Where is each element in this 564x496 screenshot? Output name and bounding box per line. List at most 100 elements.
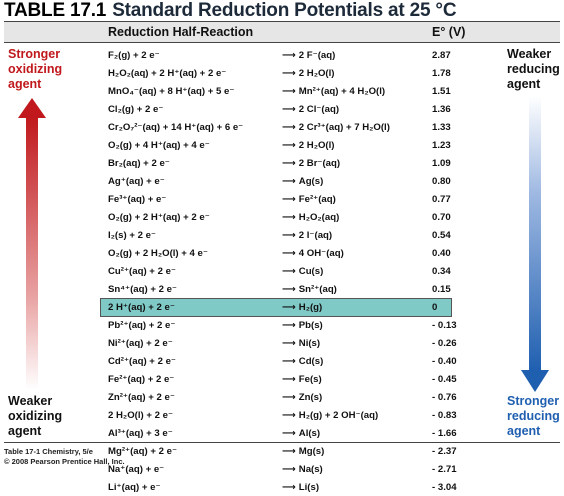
- products-text: 2 F⁻(aq): [298, 50, 336, 61]
- reaction-arrow-icon: ⟶: [282, 68, 296, 79]
- standard-potential: - 0.13: [432, 320, 457, 331]
- reaction-arrow-icon: ⟶: [282, 392, 296, 403]
- bottom-rule: [4, 442, 560, 443]
- half-reaction-products: ⟶ Ni(s): [282, 338, 320, 349]
- standard-potential: - 2.37: [432, 446, 457, 457]
- reaction-arrow-icon: ⟶: [282, 122, 296, 133]
- half-reaction-reactants: Li⁺(aq) + e⁻: [108, 482, 161, 493]
- standard-potential: 0.80: [432, 176, 451, 187]
- reaction-arrow-icon: ⟶: [282, 284, 296, 295]
- table-row: Mg²⁺(aq) + 2 e⁻ ⟶ Mg(s) - 2.37: [0, 443, 564, 460]
- standard-potential: 1.36: [432, 104, 451, 115]
- table-name: Standard Reduction Potentials at 25 °C: [112, 0, 457, 21]
- products-text: Ni(s): [298, 338, 321, 349]
- half-reaction-products: ⟶ 2 I⁻(aq): [282, 230, 332, 241]
- reaction-arrow-icon: ⟶: [282, 194, 296, 205]
- reaction-arrow-icon: ⟶: [282, 482, 296, 493]
- table-row: Al³⁺(aq) + 3 e⁻ ⟶ Al(s) - 1.66: [0, 425, 564, 442]
- reaction-arrow-icon: ⟶: [282, 446, 296, 457]
- reaction-arrow-icon: ⟶: [282, 338, 296, 349]
- products-text: Sn²⁺(aq): [298, 284, 337, 295]
- products-text: Fe²⁺(aq): [298, 194, 336, 205]
- products-text: 2 Cr³⁺(aq) + 7 H₂O(l): [298, 122, 390, 133]
- products-text: Fe(s): [298, 374, 322, 385]
- reaction-arrow-icon: ⟶: [282, 320, 296, 331]
- products-text: H₂(g): [298, 302, 323, 313]
- table-row: 2 H₂O(l) + 2 e⁻ ⟶ H₂(g) + 2 OH⁻(aq) - 0.83: [0, 407, 564, 424]
- half-reaction-products: ⟶ Pb(s): [282, 320, 323, 331]
- products-text: Mn²⁺(aq) + 4 H₂O(l): [298, 86, 386, 97]
- half-reaction-reactants: Sn⁴⁺(aq) + 2 e⁻: [108, 284, 177, 295]
- table-row: F₂(g) + 2 e⁻ ⟶ 2 F⁻(aq) 2.87: [0, 47, 564, 64]
- half-reaction-products: ⟶ Cu(s): [282, 266, 323, 277]
- standard-potential: 0.40: [432, 248, 451, 259]
- reaction-arrow-icon: ⟶: [282, 464, 296, 475]
- products-text: H₂(g) + 2 OH⁻(aq): [298, 410, 379, 421]
- standard-potential: - 0.76: [432, 392, 457, 403]
- half-reaction-products: ⟶ 2 F⁻(aq): [282, 50, 335, 61]
- half-reaction-reactants: Ni²⁺(aq) + 2 e⁻: [108, 338, 173, 349]
- half-reaction-products: ⟶ 2 Cr³⁺(aq) + 7 H₂O(l): [282, 122, 390, 133]
- reaction-arrow-icon: ⟶: [282, 158, 296, 169]
- reaction-arrow-icon: ⟶: [282, 230, 296, 241]
- table-row: I₂(s) + 2 e⁻ ⟶ 2 I⁻(aq) 0.54: [0, 227, 564, 244]
- standard-potential: - 0.83: [432, 410, 457, 421]
- weaker-oxidizing-label: Weaker oxidizing agent: [8, 394, 63, 438]
- table-row: O₂(g) + 4 H⁺(aq) + 4 e⁻ ⟶ 2 H₂O(l) 1.23: [0, 137, 564, 154]
- page-title: TABLE 17.1 Standard Reduction Potentials …: [4, 0, 457, 22]
- half-reaction-reactants: F₂(g) + 2 e⁻: [108, 50, 160, 61]
- table-row: Fe²⁺(aq) + 2 e⁻ ⟶ Fe(s) - 0.45: [0, 371, 564, 388]
- standard-potential: 1.51: [432, 86, 451, 97]
- half-reaction-reactants: Ag⁺(aq) + e⁻: [108, 176, 165, 187]
- standard-potential: 1.78: [432, 68, 451, 79]
- standard-potential: 1.33: [432, 122, 451, 133]
- products-text: 2 H₂O(l): [298, 140, 335, 151]
- half-reaction-reactants: 2 H⁺(aq) + 2 e⁻: [108, 302, 175, 313]
- half-reaction-products: ⟶ Zn(s): [282, 392, 322, 403]
- table-row: O₂(g) + 2 H⁺(aq) + 2 e⁻ ⟶ H₂O₂(aq) 0.70: [0, 209, 564, 226]
- half-reaction-reactants: Mg²⁺(aq) + 2 e⁻: [108, 446, 178, 457]
- hydrogen-reference-highlight: [100, 298, 452, 317]
- products-text: Li(s): [298, 482, 320, 493]
- half-reaction-reactants: Cu²⁺(aq) + 2 e⁻: [108, 266, 176, 277]
- half-reaction-reactants: Al³⁺(aq) + 3 e⁻: [108, 428, 173, 439]
- half-reaction-products: ⟶ Mg(s): [282, 446, 324, 457]
- table-row: Cl₂(g) + 2 e⁻ ⟶ 2 Cl⁻(aq) 1.36: [0, 101, 564, 118]
- standard-potential: 0.70: [432, 212, 451, 223]
- oxidizing-strength-arrow: [18, 98, 46, 390]
- half-reaction-products: ⟶ Fe(s): [282, 374, 322, 385]
- standard-potential: - 0.26: [432, 338, 457, 349]
- products-text: Pb(s): [298, 320, 323, 331]
- standard-potential: 0.34: [432, 266, 451, 277]
- products-text: Na(s): [298, 464, 323, 475]
- standard-potential: 2.87: [432, 50, 451, 61]
- products-text: Ag(s): [298, 176, 324, 187]
- half-reaction-products: ⟶ Li(s): [282, 482, 319, 493]
- products-text: 2 Br⁻(aq): [298, 158, 341, 169]
- products-text: Al(s): [298, 428, 321, 439]
- standard-potential: - 3.04: [432, 482, 457, 493]
- half-reaction-reactants: Fe²⁺(aq) + 2 e⁻: [108, 374, 175, 385]
- table-row: Sn⁴⁺(aq) + 2 e⁻ ⟶ Sn²⁺(aq) 0.15: [0, 281, 564, 298]
- half-reaction-reactants: H₂O₂(aq) + 2 H⁺(aq) + 2 e⁻: [108, 68, 227, 79]
- products-text: 2 Cl⁻(aq): [298, 104, 340, 115]
- stronger-oxidizing-label: Stronger oxidizing agent: [8, 47, 63, 91]
- table-row: 2 H⁺(aq) + 2 e⁻ ⟶ H₂(g) 0: [0, 299, 564, 316]
- half-reaction-products: ⟶ Fe²⁺(aq): [282, 194, 336, 205]
- half-reaction-reactants: O₂(g) + 2 H⁺(aq) + 2 e⁻: [108, 212, 210, 223]
- reaction-arrow-icon: ⟶: [282, 176, 296, 187]
- standard-potential: 0.77: [432, 194, 451, 205]
- table-row: Cr₂O₇²⁻(aq) + 14 H⁺(aq) + 6 e⁻ ⟶ 2 Cr³⁺(aq…: [0, 119, 564, 136]
- table-row: Li⁺(aq) + e⁻ ⟶ Li(s) - 3.04: [0, 479, 564, 496]
- table-row: Pb²⁺(aq) + 2 e⁻ ⟶ Pb(s) - 0.13: [0, 317, 564, 334]
- standard-potential: - 0.40: [432, 356, 457, 367]
- table-row: MnO₄⁻(aq) + 8 H⁺(aq) + 5 e⁻ ⟶ Mn²⁺(aq) + 4…: [0, 83, 564, 100]
- half-reaction-products: ⟶ H₂(g) + 2 OH⁻(aq): [282, 410, 378, 421]
- table-row: Ni²⁺(aq) + 2 e⁻ ⟶ Ni(s) - 0.26: [0, 335, 564, 352]
- standard-potential: - 2.71: [432, 464, 457, 475]
- half-reaction-reactants: Br₂(aq) + 2 e⁻: [108, 158, 170, 169]
- half-reaction-products: ⟶ Al(s): [282, 428, 320, 439]
- standard-potential: 0.15: [432, 284, 451, 295]
- half-reaction-products: ⟶ Na(s): [282, 464, 323, 475]
- half-reaction-reactants: Pb²⁺(aq) + 2 e⁻: [108, 320, 176, 331]
